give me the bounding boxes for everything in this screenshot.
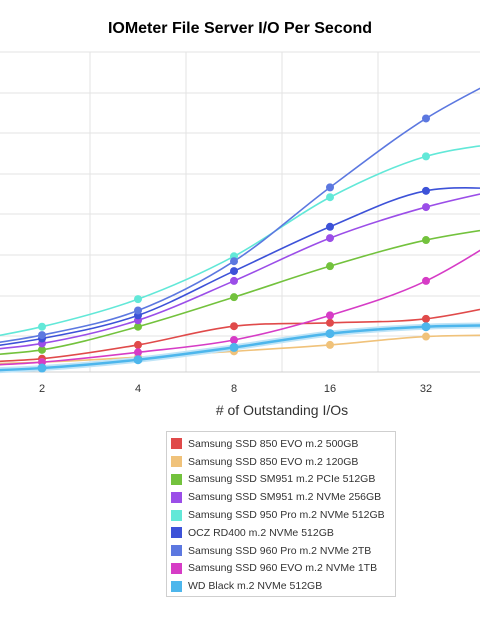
data-point[interactable] <box>326 262 334 271</box>
data-point[interactable] <box>326 318 334 327</box>
series-points <box>37 114 431 373</box>
data-point[interactable] <box>38 345 46 354</box>
legend-label: Samsung SSD SM951 m.2 NVMe 256GB <box>188 491 382 504</box>
x-tick-label: 2 <box>39 383 45 395</box>
legend-swatch <box>171 545 182 557</box>
x-axis-label: # of Outstanding I/Os <box>216 402 348 418</box>
data-point[interactable] <box>134 295 142 304</box>
data-point[interactable] <box>38 331 46 340</box>
data-point[interactable] <box>422 152 430 161</box>
legend-item[interactable]: Samsung SSD 950 Pro m.2 NVMe 512GB <box>171 506 391 524</box>
data-point[interactable] <box>230 322 238 331</box>
data-point[interactable] <box>230 276 238 285</box>
legend-swatch <box>171 580 182 592</box>
data-point[interactable] <box>230 267 238 276</box>
x-tick-label: 32 <box>420 383 432 395</box>
data-point[interactable] <box>422 332 430 341</box>
data-point[interactable] <box>230 336 238 344</box>
legend-item[interactable]: Samsung SSD 850 EVO m.2 120GB <box>171 453 391 471</box>
data-point[interactable] <box>134 340 142 349</box>
data-point[interactable] <box>421 322 431 332</box>
data-point[interactable] <box>134 306 142 315</box>
data-point[interactable] <box>422 276 430 285</box>
data-point[interactable] <box>422 236 430 245</box>
legend-item[interactable]: Samsung SSD 960 Pro m.2 NVMe 2TB <box>171 542 391 560</box>
data-point[interactable] <box>326 193 334 202</box>
data-point[interactable] <box>422 114 430 123</box>
legend-label: WD Black m.2 NVMe 512GB <box>188 580 323 593</box>
x-tick-label: 8 <box>231 383 237 395</box>
legend-label: Samsung SSD 960 EVO m.2 NVMe 1TB <box>188 562 378 575</box>
legend-swatch <box>171 509 182 521</box>
legend-item[interactable]: OCZ RD400 m.2 NVMe 512GB <box>171 524 391 542</box>
legend-label: OCZ RD400 m.2 NVMe 512GB <box>188 526 334 539</box>
legend-label: Samsung SSD 960 Pro m.2 NVMe 2TB <box>188 544 372 557</box>
data-point[interactable] <box>230 293 238 302</box>
data-point[interactable] <box>422 314 430 323</box>
data-point[interactable] <box>422 186 430 195</box>
legend-item[interactable]: WD Black m.2 NVMe 512GB <box>171 577 391 595</box>
legend-swatch <box>171 456 182 468</box>
series-line <box>0 145 480 337</box>
legend-item[interactable]: Samsung SSD 960 EVO m.2 NVMe 1TB <box>171 560 391 578</box>
data-point[interactable] <box>326 183 334 192</box>
data-point[interactable] <box>326 222 334 231</box>
data-point[interactable] <box>326 340 334 349</box>
data-point[interactable] <box>134 348 142 357</box>
legend-item[interactable]: Samsung SSD SM951 m.2 NVMe 256GB <box>171 488 391 506</box>
grid-lines <box>0 51 480 373</box>
legend-label: Samsung SSD 950 Pro m.2 NVMe 512GB <box>188 509 385 522</box>
data-point[interactable] <box>229 342 239 352</box>
data-point[interactable] <box>230 257 238 266</box>
legend-swatch <box>171 438 182 450</box>
series-lines <box>0 87 480 374</box>
x-tick-labels: 2 4 8 16 32 <box>39 383 432 395</box>
legend-label: Samsung SSD SM951 m.2 PCIe 512GB <box>188 473 376 486</box>
chart-title: IOMeter File Server I/O Per Second <box>107 20 373 37</box>
data-point[interactable] <box>133 355 143 365</box>
legend-label: Samsung SSD 850 EVO m.2 120GB <box>188 455 359 468</box>
legend-swatch <box>171 491 182 503</box>
legend-swatch <box>171 473 182 485</box>
legend-swatch <box>171 527 182 539</box>
data-point[interactable] <box>37 363 47 373</box>
data-point[interactable] <box>422 203 430 212</box>
chart-legend: Samsung SSD 850 EVO m.2 500GB Samsung SSD… <box>166 431 396 597</box>
x-tick-label: 4 <box>135 383 141 395</box>
data-point[interactable] <box>326 311 334 320</box>
legend-item[interactable]: Samsung SSD 850 EVO m.2 500GB <box>171 435 391 453</box>
data-point[interactable] <box>325 329 335 339</box>
legend-swatch <box>171 562 182 574</box>
data-point[interactable] <box>326 234 334 243</box>
series-line <box>0 87 480 344</box>
data-point[interactable] <box>38 322 46 331</box>
data-point[interactable] <box>134 322 142 331</box>
legend-item[interactable]: Samsung SSD SM951 m.2 PCIe 512GB <box>171 471 391 489</box>
legend-label: Samsung SSD 850 EVO m.2 500GB <box>188 437 359 450</box>
x-tick-label: 16 <box>324 383 336 395</box>
